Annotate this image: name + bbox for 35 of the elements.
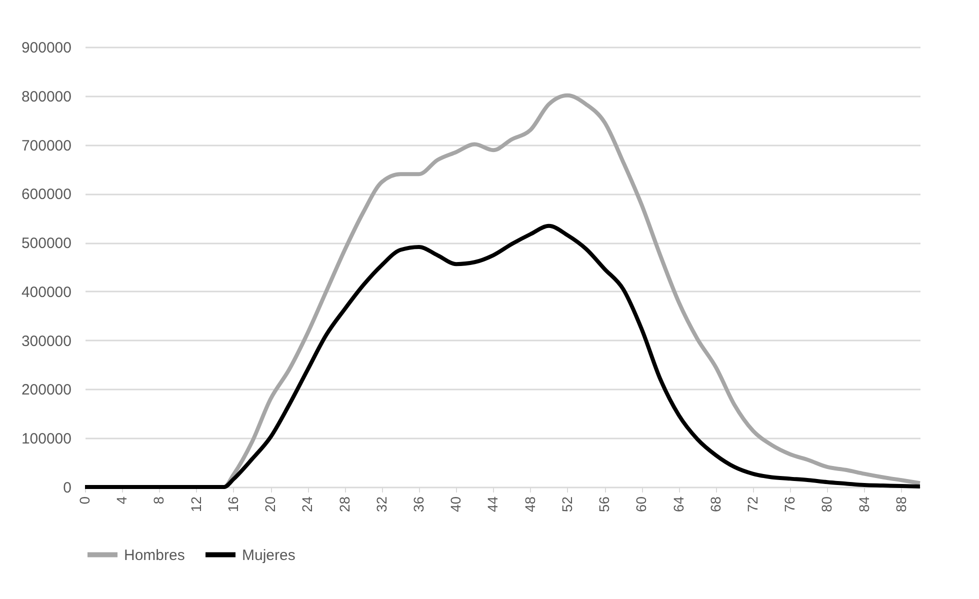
x-tick-label: 4 [114, 496, 130, 504]
x-tick-label: 80 [818, 496, 835, 512]
y-tick-label: 500000 [21, 235, 72, 252]
x-tick-label: 32 [373, 496, 390, 512]
y-tick-label: 800000 [21, 88, 72, 106]
x-tick-label: 40 [448, 496, 464, 512]
x-tick-label: 60 [633, 496, 650, 512]
y-tick-label: 300000 [21, 332, 72, 350]
x-tick-label: 8 [150, 496, 167, 504]
x-tick-label: 56 [596, 496, 612, 512]
x-tick-label: 16 [224, 496, 241, 512]
y-tick-label: 600000 [21, 186, 72, 204]
x-tick-label: 12 [188, 496, 204, 512]
y-tick-label: 200000 [21, 382, 72, 399]
x-tick-label: 0 [76, 496, 92, 504]
x-tick-label: 28 [336, 496, 352, 512]
legend-label: Mujeres [242, 546, 296, 564]
y-tick-label: 400000 [21, 284, 72, 301]
y-tick-label: 900000 [21, 40, 72, 56]
y-tick-label: 700000 [21, 137, 72, 154]
x-tick-label: 72 [744, 496, 760, 512]
x-tick-label: 36 [410, 496, 426, 512]
x-tick-label: 48 [522, 496, 538, 512]
x-tick-label: 68 [707, 496, 724, 512]
x-tick-label: 24 [299, 496, 316, 512]
x-tick-label: 52 [558, 496, 575, 512]
x-tick-label: 84 [856, 496, 872, 512]
y-tick-label: 100000 [21, 430, 72, 448]
x-tick-label: 76 [782, 496, 798, 512]
line-series [83, 224, 922, 489]
legend-label: Hombres [124, 546, 185, 564]
x-tick-label: 20 [262, 496, 278, 512]
x-tick-label: 44 [484, 496, 501, 512]
x-tick-label: 64 [670, 496, 686, 512]
x-tick-label: 88 [892, 496, 909, 512]
